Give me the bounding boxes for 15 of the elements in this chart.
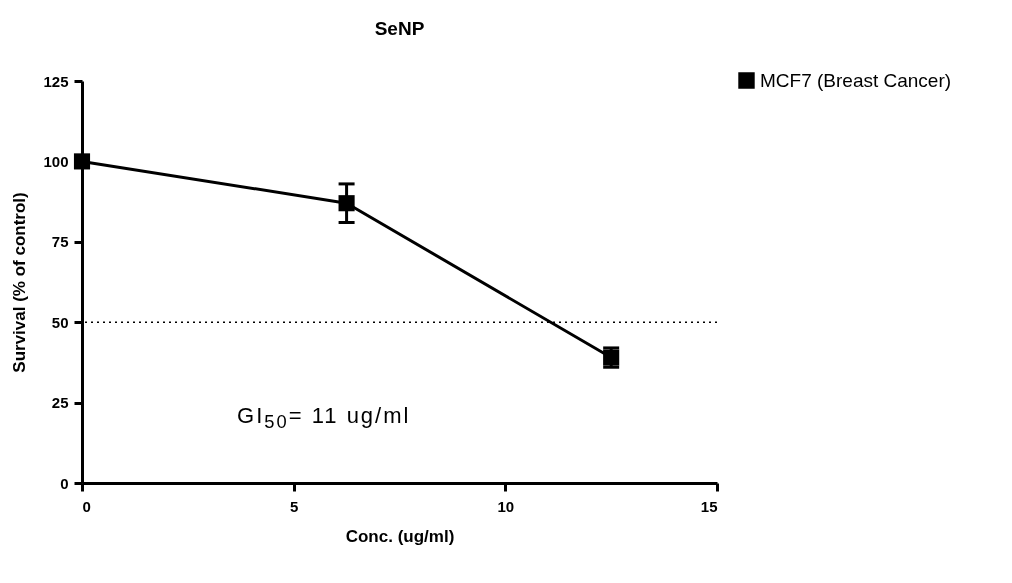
legend-label: MCF7 (Breast Cancer) [760, 69, 952, 91]
x-tick-label: 5 [289, 497, 299, 515]
x-tick-label: 10 [497, 497, 515, 515]
annotation: GI$_{50}$= 11 ug/ml [237, 402, 411, 434]
y-axis-title: Survival (% of control) [10, 192, 30, 373]
x-axis-title: Conc. (ug/ml) [345, 526, 455, 546]
x-tick-label: 15 [700, 497, 718, 515]
y-tick-label: 50 [51, 313, 69, 331]
y-tick-label: 125 [43, 72, 69, 90]
y-tick-label: 0 [60, 474, 69, 492]
y-tick-label: 75 [51, 233, 69, 251]
chart-title: SeNP [374, 18, 425, 39]
x-tick-label: 0 [82, 497, 91, 515]
y-tick-label: 25 [51, 394, 69, 412]
y-tick-label: 100 [43, 152, 69, 170]
